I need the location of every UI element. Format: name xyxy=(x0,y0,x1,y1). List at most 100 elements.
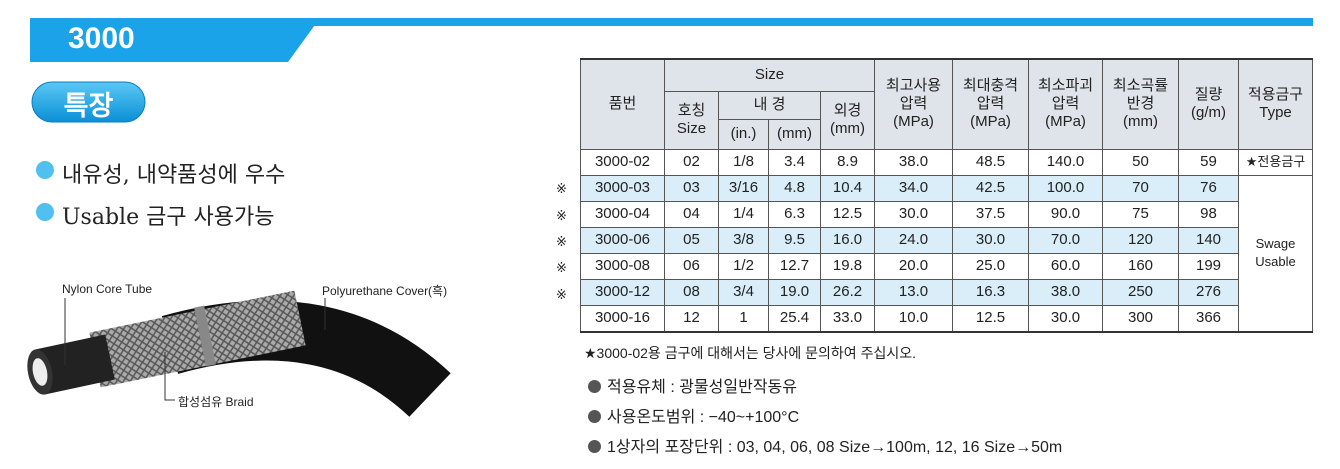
table-cell: 34.0 xyxy=(874,174,953,202)
table-cell: 38.0 xyxy=(874,148,953,176)
table-cell: 140 xyxy=(1178,226,1239,254)
table-cell: 13.0 xyxy=(874,278,953,306)
header-cell: 최고사용 압력 (MPa) xyxy=(874,58,953,150)
note-text: ★3000-02용 금구에 대해서는 당사에 문의하여 주십시오. xyxy=(584,345,916,361)
header-cell: 최소곡률 반경 (mm) xyxy=(1102,58,1179,150)
table-cell: 366 xyxy=(1178,304,1239,332)
diagram-label: 합성섬유 Braid xyxy=(178,395,254,409)
table-cell: 1/2 xyxy=(718,252,769,280)
text: 호칭 xyxy=(677,102,706,119)
table-cell: 30.0 xyxy=(952,226,1029,254)
header-cell: 품번 xyxy=(580,58,665,150)
note-text: 적용유체 : 광물성일반작동유 xyxy=(607,379,797,396)
text: Size xyxy=(676,120,707,137)
table-cell: 38.0 xyxy=(1028,278,1103,306)
table-cell: 199 xyxy=(1178,252,1239,280)
diagram-label: Nylon Core Tube xyxy=(62,282,153,296)
table-cell: 10.0 xyxy=(874,304,953,332)
text: (mm) xyxy=(1123,113,1158,131)
table-row: 3000-02 02 1/8 3.4 8.9 38.0 48.5 140.0 50 59 ★전용금구 xyxy=(580,148,1313,176)
table-cell: 12.5 xyxy=(820,200,875,228)
table-row: 3000-12 08 3/4 19.0 26.2 13.0 16.3 38.0 250 276 xyxy=(580,278,1313,306)
table-cell: 70.0 xyxy=(1028,226,1103,254)
table-cell: 19.8 xyxy=(820,252,875,280)
table-cell: 03 xyxy=(664,174,719,202)
table-cell: 3000-12 xyxy=(580,278,665,306)
note-text: 1상자의 포장단위 : 03, 04, 06, 08 Size→100m, 12… xyxy=(607,439,1063,456)
table-cell: 6.3 xyxy=(768,200,821,228)
table-cell: 12.5 xyxy=(952,304,1029,332)
table-cell: 9.5 xyxy=(768,226,821,254)
table-cell: 3.4 xyxy=(768,148,821,176)
header-cell: 적용금구 Type xyxy=(1238,58,1313,150)
type-line: Usable xyxy=(1255,254,1296,269)
table-cell: Swage Usable xyxy=(1238,174,1313,332)
text: 질량 xyxy=(1194,86,1223,104)
table-cell: 3000-06 xyxy=(580,226,665,254)
table-cell: 76 xyxy=(1178,174,1239,202)
table-cell: 25.4 xyxy=(768,304,821,332)
bullet xyxy=(36,203,54,221)
text: 압력 xyxy=(976,95,1005,113)
table-cell: ★전용금구 xyxy=(1238,148,1313,176)
note: ★3000-02용 금구에 대해서는 당사에 문의하여 주십시오. xyxy=(584,343,916,363)
table-cell: 12.7 xyxy=(768,252,821,280)
text: (MPa) xyxy=(1045,113,1086,131)
spec-table: 품번 Size 최고사용 압력 (MPa) 최대충격 압력 (MPa) 최소파괴 압력 (M… xyxy=(580,58,1313,333)
bullet xyxy=(588,410,601,423)
title: 3000 xyxy=(68,22,135,55)
badge-text: 특장 xyxy=(63,91,114,121)
text: 압력 xyxy=(1051,95,1080,113)
text: (g/m) xyxy=(1191,104,1226,122)
note: 1상자의 포장단위 : 03, 04, 06, 08 Size→100m, 12… xyxy=(588,433,1062,457)
table-cell: 50 xyxy=(1102,148,1179,176)
header-cell: (in.) xyxy=(718,118,769,150)
text: 최대충격 xyxy=(962,77,1019,95)
table-cell: 04 xyxy=(664,200,719,228)
header-cell: 질량 (g/m) xyxy=(1178,58,1239,150)
table-cell: 24.0 xyxy=(874,226,953,254)
note-text: 사용온도범위 : −40~+100°C xyxy=(607,409,800,426)
table-cell: 10.4 xyxy=(820,174,875,202)
table-cell: 26.2 xyxy=(820,278,875,306)
table-row: 3000-08 06 1/2 12.7 19.8 20.0 25.0 60.0 160 199 xyxy=(580,252,1313,280)
table-cell: 3000-03 xyxy=(580,174,665,202)
row-mark: ※ xyxy=(556,233,567,249)
table-cell: 48.5 xyxy=(952,148,1029,176)
table-cell: 37.5 xyxy=(952,200,1029,228)
text: (mm) xyxy=(830,120,865,137)
bullet xyxy=(588,440,601,453)
table-cell: 16.3 xyxy=(952,278,1029,306)
table-cell: 12 xyxy=(664,304,719,332)
text: (MPa) xyxy=(893,113,934,131)
table-cell: 70 xyxy=(1102,174,1179,202)
table-cell: 02 xyxy=(664,148,719,176)
table-cell: 140.0 xyxy=(1028,148,1103,176)
table-cell: 05 xyxy=(664,226,719,254)
bullet xyxy=(36,161,54,179)
table-cell: 19.0 xyxy=(768,278,821,306)
bullet xyxy=(588,380,601,393)
table-cell: 276 xyxy=(1178,278,1239,306)
table-cell: 1/8 xyxy=(718,148,769,176)
text: 반경 xyxy=(1126,95,1155,113)
table-row: 3000-06 05 3/8 9.5 16.0 24.0 30.0 70.0 120 140 xyxy=(580,226,1313,254)
hose xyxy=(27,290,451,418)
table-cell: 59 xyxy=(1178,148,1239,176)
text: Type xyxy=(1259,104,1292,122)
feature: Usable 금구 사용가능 xyxy=(62,205,275,230)
header-cell: Size xyxy=(664,58,875,92)
diagram-label: Polyurethane Cover(흑) xyxy=(322,284,448,298)
table-cell: 1/4 xyxy=(718,200,769,228)
table-cell: 120 xyxy=(1102,226,1179,254)
table-cell: 08 xyxy=(664,278,719,306)
table-cell: 98 xyxy=(1178,200,1239,228)
table-cell: 25.0 xyxy=(952,252,1029,280)
row-mark: ※ xyxy=(556,207,567,223)
table-cell: 20.0 xyxy=(874,252,953,280)
table-cell: 300 xyxy=(1102,304,1179,332)
table-cell: 3/16 xyxy=(718,174,769,202)
badge xyxy=(31,81,146,123)
